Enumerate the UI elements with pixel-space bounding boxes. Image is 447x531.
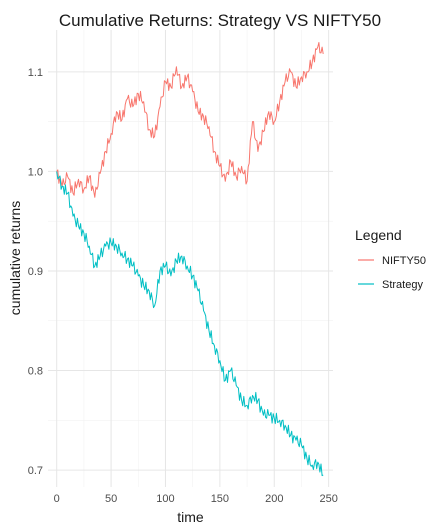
y-tick-label: 1.0: [28, 166, 43, 178]
y-axis-title: cumulative returns: [7, 201, 23, 315]
grid: [48, 30, 333, 487]
x-tick-label: 100: [156, 493, 174, 505]
x-axis-title: time: [177, 509, 204, 525]
legend: Legend NIFTY50 Strategy: [355, 227, 426, 291]
y-tick-label: 0.7: [28, 465, 43, 477]
series-line-strategy: [56, 171, 324, 477]
x-tick-label: 250: [319, 493, 337, 505]
legend-label-nifty50: NIFTY50: [382, 255, 426, 267]
x-tick-label: 150: [211, 493, 229, 505]
y-tick-label: 1.1: [28, 67, 43, 79]
legend-label-strategy: Strategy: [382, 279, 423, 291]
series-group: [56, 42, 324, 477]
y-tick-label: 0.9: [28, 266, 43, 278]
series-line-nifty50: [56, 42, 324, 198]
y-tick-label: 0.8: [28, 366, 43, 378]
chart-title: Cumulative Returns: Strategy VS NIFTY50: [59, 11, 381, 30]
x-tick-label: 50: [105, 493, 117, 505]
tick-labels: 0 50 100 150 200 250 0.7 0.8 0.9 1.0 1.1: [28, 67, 338, 505]
x-tick-label: 0: [54, 493, 60, 505]
x-tick-label: 200: [265, 493, 283, 505]
legend-title: Legend: [355, 227, 402, 243]
